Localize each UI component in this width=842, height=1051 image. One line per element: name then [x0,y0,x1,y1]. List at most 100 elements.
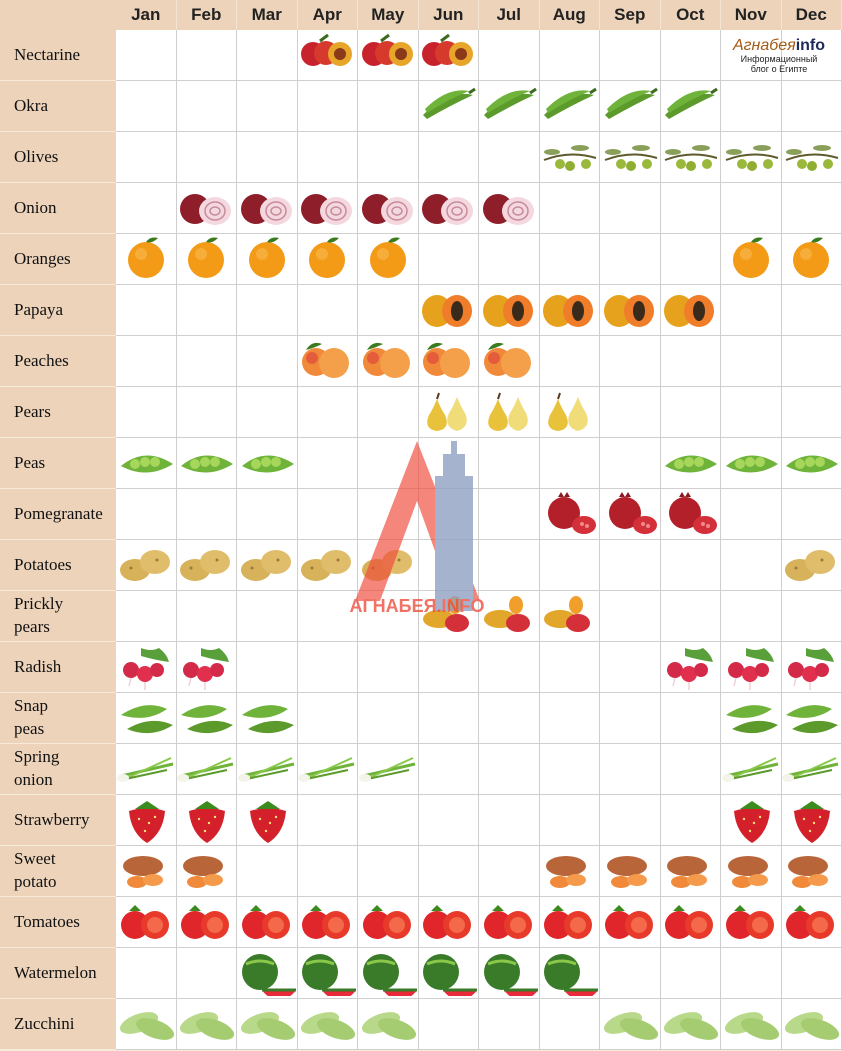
logo-brand: Агнабеяinfo [720,37,838,54]
table-cell [358,285,419,336]
table-cell [479,795,540,846]
snap-peas-icon [181,705,234,734]
watermelon-icon [362,954,417,996]
pomegranate-icon [608,492,657,534]
prickly-pear-icon [483,596,530,632]
table-cell [479,693,540,744]
table-cell [116,234,177,285]
table-cell [539,999,600,1050]
table-cell [781,591,842,642]
okra-icon [665,87,719,119]
olives-icon [725,145,779,171]
table-cell [237,744,298,795]
row-label: Pears [0,387,116,438]
row-label: Olives [0,132,116,183]
table-cell [358,999,419,1050]
table-cell [479,642,540,693]
zucchini-icon [240,1012,295,1040]
row-label: Pomegranate [0,489,116,540]
table-cell [781,438,842,489]
table-cell [358,642,419,693]
okra-icon [604,87,658,119]
table-cell [176,132,237,183]
table-cell [721,540,782,591]
table-cell [660,183,721,234]
table-cell [297,387,358,438]
table-cell [237,540,298,591]
table-cell [660,234,721,285]
table-cell [539,897,600,948]
table-cell [297,336,358,387]
table-cell [660,285,721,336]
spring-onion-icon [298,757,355,782]
month-header-aug: Aug [539,0,600,30]
table-cell [781,132,842,183]
table-cell [660,489,721,540]
table-cell [176,795,237,846]
tomato-icon [423,905,472,939]
table-cell [116,285,177,336]
table-cell [297,132,358,183]
tomato-icon [483,905,532,939]
table-cell [237,285,298,336]
nectarine-icon [422,33,474,66]
table-cell [237,795,298,846]
table-cell [176,897,237,948]
table-cell [600,132,661,183]
row-label: Potatoes [0,540,116,591]
table-cell [297,438,358,489]
table-cell [237,183,298,234]
row-label: Radish [0,642,116,693]
row-label: Watermelon [0,948,116,999]
table-cell [539,30,600,81]
radish-icon [183,648,230,690]
potato-icon [119,550,170,581]
prickly-pear-icon [423,596,470,632]
olives-icon [664,145,718,171]
table-cell [660,30,721,81]
spring-onion-icon [721,757,779,782]
table-cell [600,846,661,897]
table-cell [116,30,177,81]
spring-onion-icon [116,757,174,782]
table-cell [539,387,600,438]
table-cell [358,540,419,591]
table-cell [721,591,782,642]
sweet-potato-icon [667,856,708,888]
table-cell [479,948,540,999]
zucchini-icon [603,1012,658,1040]
table-cell [721,285,782,336]
pear-icon [487,392,528,431]
table-cell [176,744,237,795]
table-cell [176,183,237,234]
table-cell [660,693,721,744]
table-cell [721,693,782,744]
table-cell [539,540,600,591]
brand-logo: Агнабеяinfo Информационный блог о Египте [720,37,838,74]
sweet-potato-icon [727,856,768,888]
table-cell [237,387,298,438]
table-cell [539,285,600,336]
snap-peas-icon [241,705,294,734]
table-cell [721,795,782,846]
row-label: Nectarine [0,30,116,81]
table-cell [660,132,721,183]
pear-icon [548,392,589,431]
strawberry-icon [128,801,165,843]
table-cell [418,489,479,540]
table-cell [721,489,782,540]
table-cell [116,591,177,642]
row-label: Tomatoes [0,897,116,948]
table-cell [297,30,358,81]
peas-icon [120,455,173,473]
table-cell [660,795,721,846]
zucchini-icon [119,1012,174,1040]
table-cell [660,81,721,132]
watermelon-icon [423,954,478,996]
table-cell [721,30,782,81]
table-cell [418,540,479,591]
table-cell [297,897,358,948]
table-cell [176,642,237,693]
peach-icon [362,342,410,378]
table-cell [418,387,479,438]
